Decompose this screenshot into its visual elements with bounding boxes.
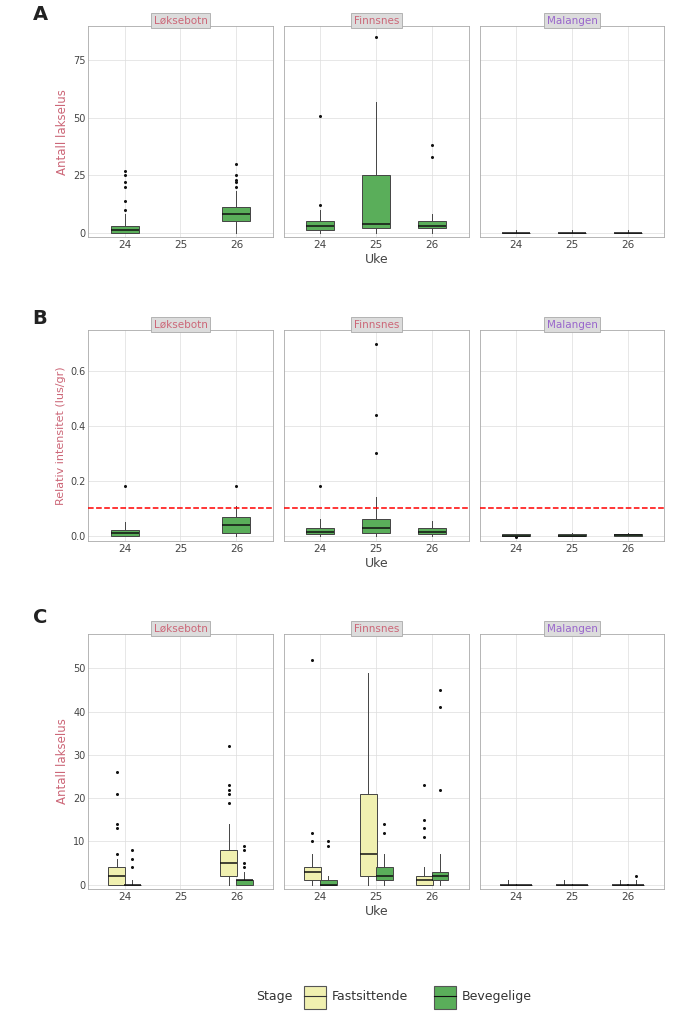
Bar — [416, 876, 433, 885]
Bar — [432, 871, 448, 881]
Bar — [502, 534, 530, 536]
Bar — [304, 986, 326, 1009]
Bar — [222, 207, 250, 221]
Text: A: A — [33, 5, 48, 24]
Text: B: B — [33, 308, 47, 328]
Bar — [108, 867, 125, 885]
Bar — [614, 534, 642, 536]
Y-axis label: Antall lakselus: Antall lakselus — [56, 718, 69, 804]
Text: Malangen: Malangen — [546, 320, 597, 330]
Text: Stage: Stage — [256, 989, 293, 1003]
Bar — [320, 881, 336, 885]
Bar — [111, 530, 138, 536]
Bar — [236, 881, 253, 885]
Bar — [434, 986, 456, 1009]
Bar — [376, 867, 393, 881]
Text: Malangen: Malangen — [546, 624, 597, 633]
Bar — [418, 528, 446, 534]
Text: Finnsnes: Finnsnes — [354, 16, 399, 26]
Bar — [306, 528, 334, 534]
Bar — [558, 534, 586, 536]
Text: Finnsnes: Finnsnes — [354, 320, 399, 330]
Bar — [362, 520, 391, 533]
Bar — [362, 175, 391, 228]
Text: Finnsnes: Finnsnes — [354, 624, 399, 633]
Text: Løksebotn: Løksebotn — [153, 320, 207, 330]
Bar — [360, 794, 377, 876]
X-axis label: Uke: Uke — [365, 905, 388, 918]
Text: C: C — [33, 609, 47, 627]
Text: Bevegelige: Bevegelige — [462, 989, 532, 1003]
Y-axis label: Antall lakselus: Antall lakselus — [56, 89, 68, 175]
Y-axis label: Relativ intensitet (lus/gr): Relativ intensitet (lus/gr) — [56, 366, 66, 505]
Text: Fastsittende: Fastsittende — [332, 989, 408, 1003]
Bar — [220, 850, 237, 876]
Bar — [304, 867, 321, 881]
Bar — [418, 221, 446, 228]
Text: Løksebotn: Løksebotn — [153, 16, 207, 26]
Text: Løksebotn: Løksebotn — [153, 624, 207, 633]
Bar — [222, 516, 250, 533]
X-axis label: Uke: Uke — [365, 557, 388, 570]
Bar — [306, 221, 334, 231]
X-axis label: Uke: Uke — [365, 253, 388, 266]
Bar — [111, 226, 138, 233]
Text: Malangen: Malangen — [546, 16, 597, 26]
